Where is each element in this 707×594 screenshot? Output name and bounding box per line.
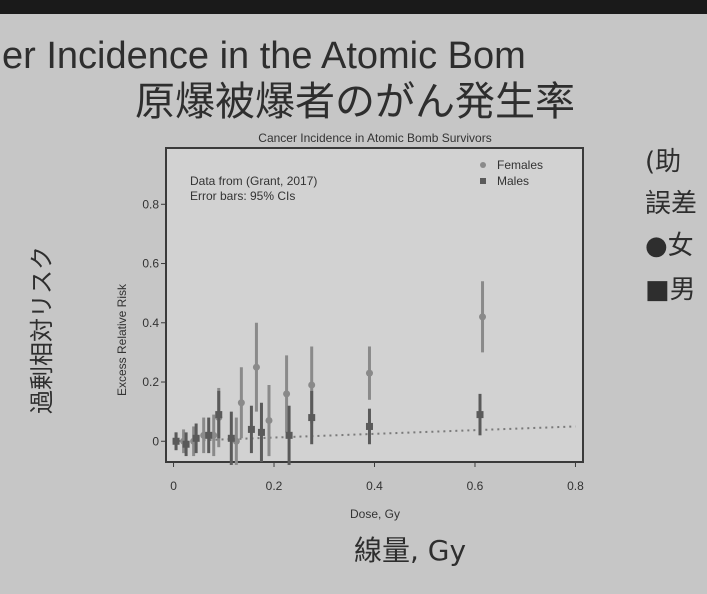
y-tick-label: 0.2 bbox=[142, 375, 159, 389]
x-tick-label: 0.4 bbox=[366, 479, 383, 493]
legend-marker bbox=[480, 178, 486, 184]
point bbox=[366, 423, 373, 430]
point bbox=[308, 381, 315, 388]
slide: er Incidence in the Atomic Bom 原爆被爆者のがん発… bbox=[0, 0, 707, 594]
y-label-ja: 過剰相対リスク bbox=[28, 246, 56, 414]
point bbox=[258, 429, 265, 436]
point bbox=[286, 432, 293, 439]
heading: er Incidence in the Atomic Bom bbox=[2, 35, 526, 77]
side-note: 誤差 bbox=[645, 189, 697, 219]
point bbox=[265, 417, 272, 424]
point bbox=[253, 364, 260, 371]
x-tick-label: 0.2 bbox=[266, 479, 283, 493]
chart-title: Cancer Incidence in Atomic Bomb Survivor… bbox=[258, 131, 491, 145]
point bbox=[205, 432, 212, 439]
point bbox=[283, 390, 290, 397]
point bbox=[248, 426, 255, 433]
side-note: ●女 bbox=[645, 231, 694, 261]
point bbox=[366, 370, 373, 377]
y-tick-label: 0.8 bbox=[142, 197, 159, 211]
side-note: ■男 bbox=[645, 275, 696, 305]
point bbox=[183, 441, 190, 448]
y-tick-label: 0.4 bbox=[142, 316, 159, 330]
side-note: (助 bbox=[645, 147, 681, 177]
heading-ja: 原爆被爆者のがん発生率 bbox=[135, 79, 575, 125]
y-axis-label: Excess Relative Risk bbox=[115, 283, 129, 396]
point bbox=[238, 399, 245, 406]
point bbox=[173, 438, 180, 445]
y-tick-label: 0 bbox=[152, 434, 159, 448]
x-tick-label: 0 bbox=[170, 479, 177, 493]
point bbox=[228, 435, 235, 442]
legend-label: Males bbox=[497, 174, 529, 188]
y-tick-label: 0.6 bbox=[142, 257, 159, 271]
x-label-ja: 線量, Gy bbox=[354, 534, 466, 567]
point bbox=[477, 411, 484, 418]
point bbox=[308, 414, 315, 421]
point bbox=[479, 313, 486, 320]
x-tick-label: 0.8 bbox=[567, 479, 584, 493]
annotation: Data from (Grant, 2017) bbox=[190, 174, 317, 188]
point bbox=[215, 411, 222, 418]
point bbox=[193, 435, 200, 442]
top-band bbox=[0, 0, 707, 14]
legend-label: Females bbox=[497, 158, 543, 172]
x-tick-label: 0.6 bbox=[467, 479, 484, 493]
x-axis-label: Dose, Gy bbox=[350, 507, 400, 521]
annotation: Error bars: 95% CIs bbox=[190, 189, 295, 203]
legend-marker bbox=[480, 162, 486, 168]
